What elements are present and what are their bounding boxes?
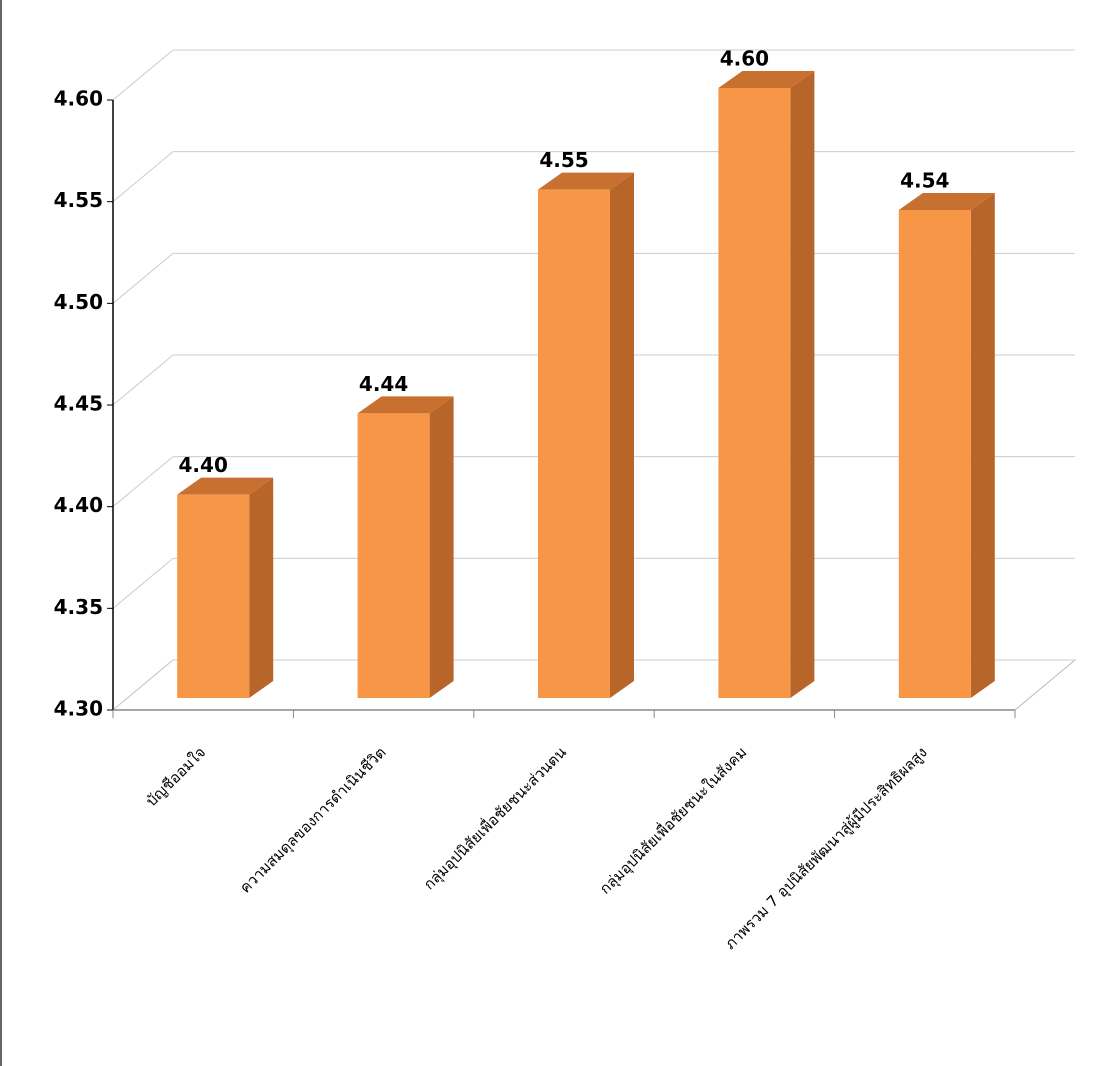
y-tick-label: 4.45 <box>54 392 103 416</box>
bar <box>177 494 250 698</box>
bar-side <box>790 71 815 698</box>
bar <box>898 210 971 698</box>
bar <box>357 413 430 698</box>
y-tick-label: 4.55 <box>54 188 103 212</box>
value-label: 4.44 <box>359 372 408 396</box>
bar-top <box>718 71 815 88</box>
grid-line <box>112 354 174 406</box>
grid-line <box>112 456 174 508</box>
bar-top <box>538 172 634 190</box>
bar <box>538 189 610 698</box>
grid-line <box>112 252 174 304</box>
bar-top <box>357 396 454 414</box>
value-label: 4.60 <box>720 47 769 71</box>
grid-line <box>112 49 174 101</box>
y-tick-label: 4.40 <box>54 493 103 517</box>
bar-side <box>610 172 634 698</box>
y-tick-label: 4.35 <box>54 595 103 619</box>
grid-line <box>112 557 174 609</box>
bar-side <box>429 396 454 698</box>
grid-line <box>112 659 174 711</box>
value-label: 4.40 <box>179 453 228 477</box>
y-tick-label: 4.30 <box>54 697 103 721</box>
y-tick-label: 4.50 <box>54 290 103 314</box>
value-label: 4.55 <box>539 148 588 172</box>
bar <box>718 88 791 698</box>
value-label: 4.54 <box>900 169 949 193</box>
bar-side <box>970 193 995 698</box>
y-tick-label: 4.60 <box>54 87 103 111</box>
grid-line <box>112 151 174 203</box>
bar-top <box>898 193 995 210</box>
bar-side <box>249 477 274 698</box>
bar-top <box>177 477 274 495</box>
